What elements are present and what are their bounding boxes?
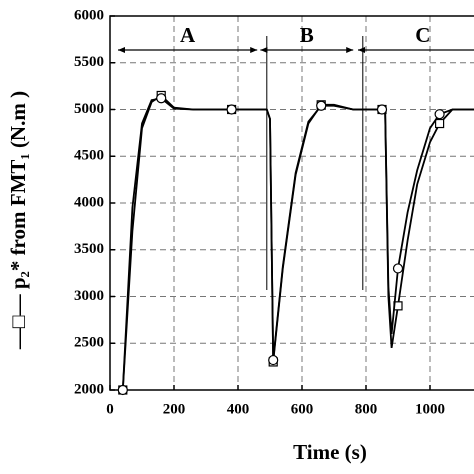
- x-tick-label: 0: [106, 401, 114, 417]
- arrow-head: [358, 47, 365, 53]
- y-tick-label: 5000: [74, 101, 104, 117]
- marker: [435, 118, 445, 129]
- annotation: A: [180, 23, 196, 47]
- series-line: [121, 97, 474, 391]
- annotation: B: [300, 23, 314, 47]
- marker: [434, 109, 445, 120]
- x-tick-label: 200: [163, 401, 186, 417]
- y-tick-label: 5500: [74, 54, 104, 70]
- plot-frame: [109, 15, 474, 391]
- x-tick-label: 400: [227, 401, 250, 417]
- marker: [268, 354, 279, 366]
- marker: [117, 384, 128, 396]
- series-line: [121, 94, 474, 391]
- x-tick-label: 1000: [415, 401, 445, 417]
- marker: [376, 104, 388, 115]
- y-tick-label: 4000: [74, 194, 104, 210]
- marker: [392, 263, 404, 274]
- x-tick-label: 600: [291, 401, 314, 417]
- y-tick-label: 3500: [74, 241, 104, 257]
- marker: [156, 93, 167, 104]
- x-axis-label: Time (s): [293, 440, 367, 464]
- y-tick-label: 2000: [74, 381, 104, 397]
- y-tick-label: 4500: [74, 148, 104, 164]
- annotation: C: [415, 23, 430, 47]
- y-tick-label: 2500: [74, 335, 104, 351]
- marker: [316, 100, 327, 111]
- y-tick-label: 6000: [74, 7, 104, 23]
- y-axis-label: —□— p₂* from FMT₁ (N.m ): [6, 91, 30, 350]
- x-tick-label: 800: [355, 401, 378, 417]
- y-tick-label: 3000: [74, 288, 104, 304]
- marker: [226, 104, 237, 115]
